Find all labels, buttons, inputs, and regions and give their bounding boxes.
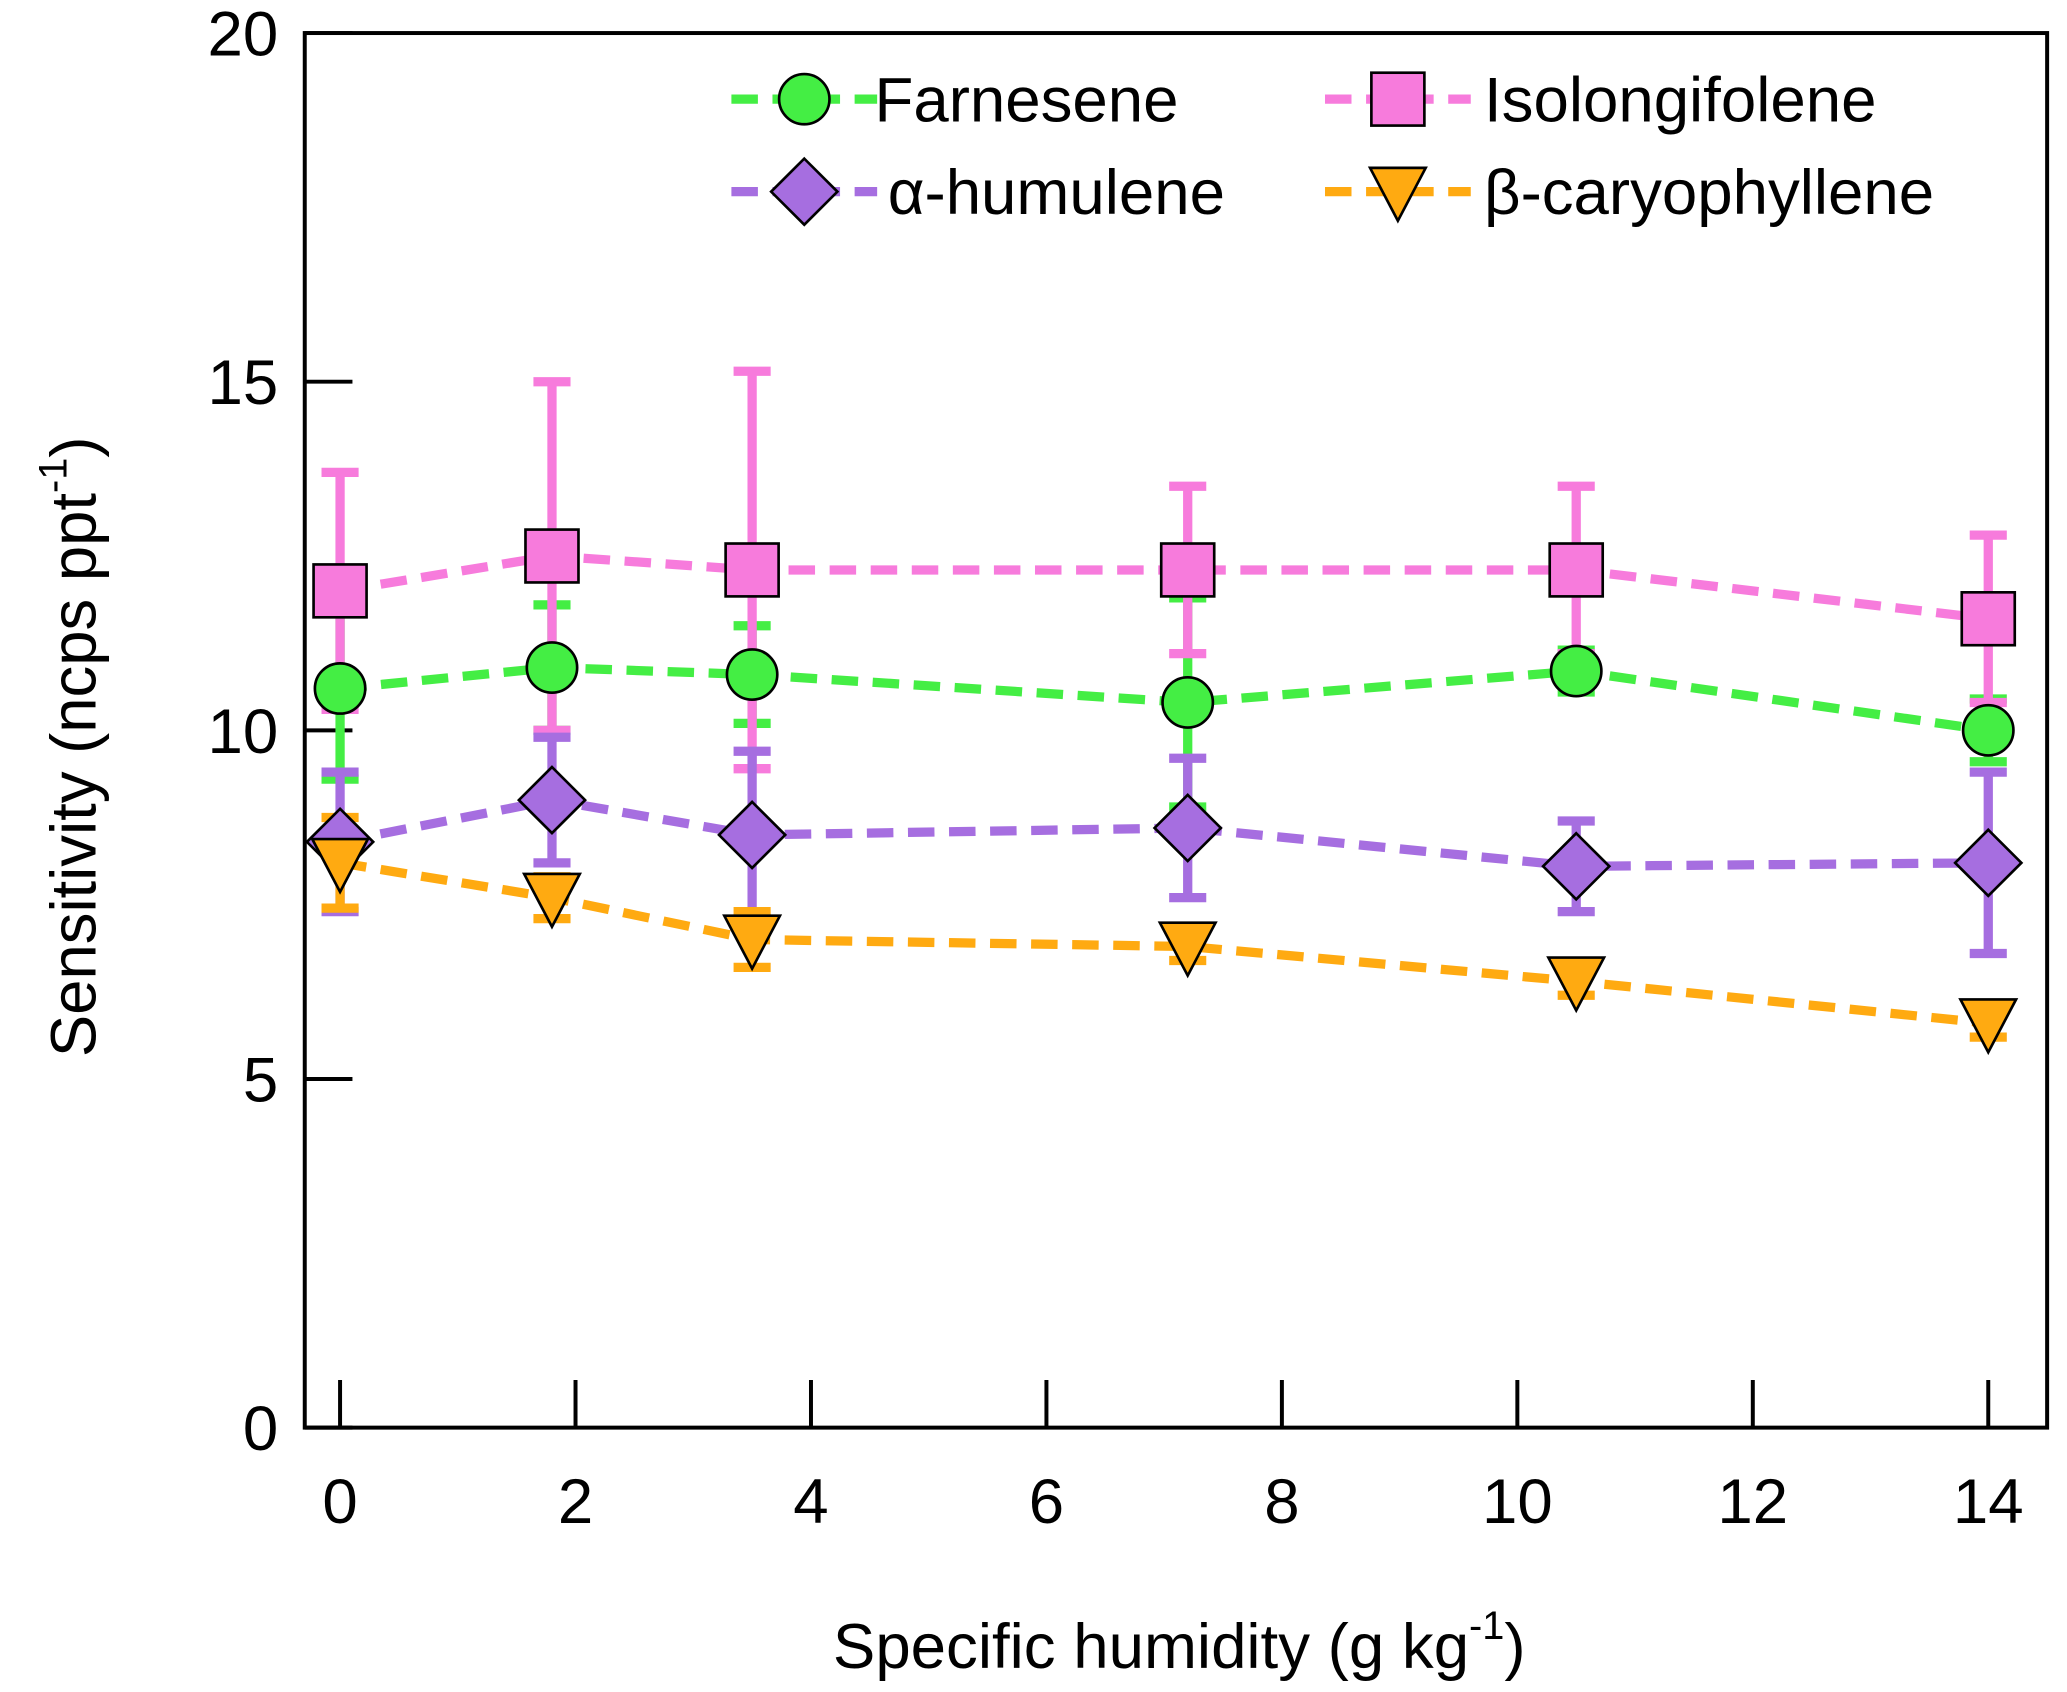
x-tick-label: 10	[1482, 1466, 1553, 1537]
marker	[525, 641, 579, 695]
marker	[1549, 644, 1603, 698]
marker	[724, 542, 780, 598]
y-label-text: Sensitivity (ncps ppt	[38, 493, 109, 1058]
x-tick-label: 8	[1264, 1466, 1299, 1537]
marker	[777, 72, 831, 126]
marker	[516, 765, 587, 835]
marker	[1161, 676, 1215, 729]
y-tick-label: 20	[208, 0, 279, 70]
x-axis-label: Specific humidity (g kg-1)	[833, 1604, 1526, 1682]
series-line	[339, 795, 1989, 871]
marker	[722, 914, 783, 972]
series-line	[339, 551, 1989, 624]
series-line	[339, 662, 1989, 735]
x-tick-label: 12	[1717, 1466, 1788, 1537]
marker	[524, 528, 580, 584]
marker	[769, 156, 840, 227]
y-tick-label: 10	[208, 696, 279, 767]
marker	[1370, 71, 1426, 127]
x-tick-label: 4	[793, 1466, 828, 1537]
marker	[310, 837, 371, 895]
x-label-sup: -1	[1469, 1604, 1504, 1648]
marker	[1546, 956, 1607, 1014]
x-tick-label: 0	[322, 1466, 357, 1537]
legend-label: α-humulene	[888, 157, 1225, 228]
x-tick-label: 14	[1953, 1466, 2024, 1537]
marker	[1159, 542, 1216, 598]
marker	[1367, 166, 1428, 224]
legend-label: Farnesene	[875, 65, 1179, 136]
x-tick-label: 6	[1029, 1466, 1064, 1537]
marker	[1953, 827, 2024, 898]
x-label-end: )	[1504, 1611, 1525, 1682]
x-label-text: Specific humidity (g kg	[833, 1611, 1469, 1682]
marker	[1152, 793, 1223, 863]
legend-label: β-caryophyllene	[1484, 157, 1934, 228]
y-label-end: )	[38, 437, 109, 458]
marker	[313, 662, 367, 715]
marker	[1157, 921, 1218, 979]
marker	[1541, 831, 1612, 902]
marker	[1961, 703, 2015, 757]
marker	[312, 563, 368, 619]
y-tick-label: 0	[243, 1393, 278, 1464]
marker	[1958, 998, 2019, 1056]
y-tick-label: 15	[208, 347, 279, 418]
marker	[1548, 542, 1605, 598]
y-label-sup: -1	[31, 458, 75, 493]
y-tick-label: 5	[243, 1045, 278, 1116]
marker	[717, 800, 788, 870]
marker	[521, 872, 582, 930]
y-axis-label: Sensitivity (ncps ppt-1)	[31, 437, 109, 1058]
marker	[1960, 591, 2017, 647]
series-line	[339, 858, 1989, 1028]
marker	[725, 648, 779, 701]
x-tick-label: 2	[558, 1466, 593, 1537]
legend-label: Isolongifolene	[1484, 65, 1876, 136]
